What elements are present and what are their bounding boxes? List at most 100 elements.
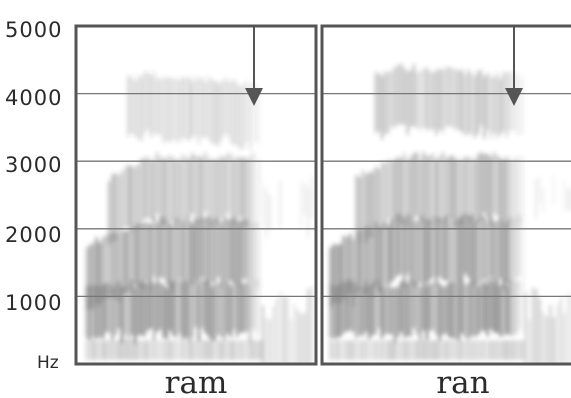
striation [201,77,203,138]
voicing-bar [242,340,245,360]
striation [124,231,127,294]
nasal-murmur [546,316,548,364]
striation [381,76,383,140]
striation [522,216,524,280]
striation [464,75,467,136]
striation [355,233,358,296]
striation [483,216,486,280]
striation [258,158,261,218]
striation [207,216,210,286]
striation [480,70,483,126]
striation [432,217,435,278]
striation [394,159,396,221]
voicing-bar [98,340,101,360]
striation [451,155,454,219]
striation [143,284,146,337]
nasal-murmur [567,293,569,364]
striation [159,217,162,278]
striation [242,283,245,333]
striation [390,287,393,335]
striation [358,287,361,335]
striation [362,170,364,231]
striation [400,158,403,224]
striation [105,234,107,300]
voicing-bar [226,340,229,360]
striation [413,153,415,219]
y-tick-label-5000: 5000 [5,18,62,42]
striation [223,157,226,222]
striation [217,283,219,336]
y-tick-label-2000: 2000 [5,223,62,247]
voicing-bar [134,340,136,360]
striation [201,217,203,278]
striation [182,285,184,340]
striation [394,219,396,279]
striation [438,156,441,223]
striation [239,220,242,286]
voicing-bar [182,340,184,360]
striation [470,158,473,222]
voicing-bar [422,340,425,360]
voicing-bar [518,340,521,360]
striation [188,158,191,219]
voicing-bar [416,340,418,360]
striation [185,78,187,140]
voicing-bar [220,340,222,360]
striation [207,76,210,139]
striation [509,218,511,284]
voicing-bar [185,340,187,360]
striation [406,71,409,135]
nasal-murmur [290,319,292,364]
striation [143,222,146,290]
striation [470,73,473,134]
striation [502,278,505,336]
striation [512,220,515,282]
striation [140,158,143,228]
striation [394,287,396,343]
striation [480,216,483,283]
striation [518,280,521,330]
striation [134,80,136,136]
striation [333,243,335,303]
striation [118,234,120,302]
striation [518,156,521,225]
striation [130,76,133,134]
nasal-murmur [525,292,527,364]
voicing-bar [137,340,139,360]
voicing-bar [410,340,412,360]
striation [486,285,489,337]
striation [339,243,342,304]
voicing-bar [458,340,460,360]
striation [156,152,159,214]
voicing-bar [166,340,168,360]
nasal-murmur-high [553,175,555,206]
voicing-bar [451,340,454,360]
striation [114,284,117,336]
striation [175,218,178,283]
voicing-bar [333,340,335,360]
striation [130,166,133,232]
voicing-bar [371,340,374,360]
striation [156,222,159,286]
striation [330,247,332,309]
striation [458,218,460,288]
striation [451,217,454,281]
striation [461,159,463,226]
striation [169,155,171,223]
striation [493,152,495,214]
nasal-murmur [553,317,555,364]
voicing-bar [146,340,149,360]
striation [378,73,380,132]
striation [458,70,460,130]
nasal-murmur-high [542,189,544,212]
striation [346,280,348,332]
voicing-bar [509,340,511,360]
striation [477,286,479,335]
striation [146,157,149,218]
voicing-bar [358,340,361,360]
striation [365,227,367,296]
striation [445,215,447,281]
panel-label-ram: ram [165,365,228,398]
spectrogram-ran [330,63,571,364]
striation [246,219,248,280]
